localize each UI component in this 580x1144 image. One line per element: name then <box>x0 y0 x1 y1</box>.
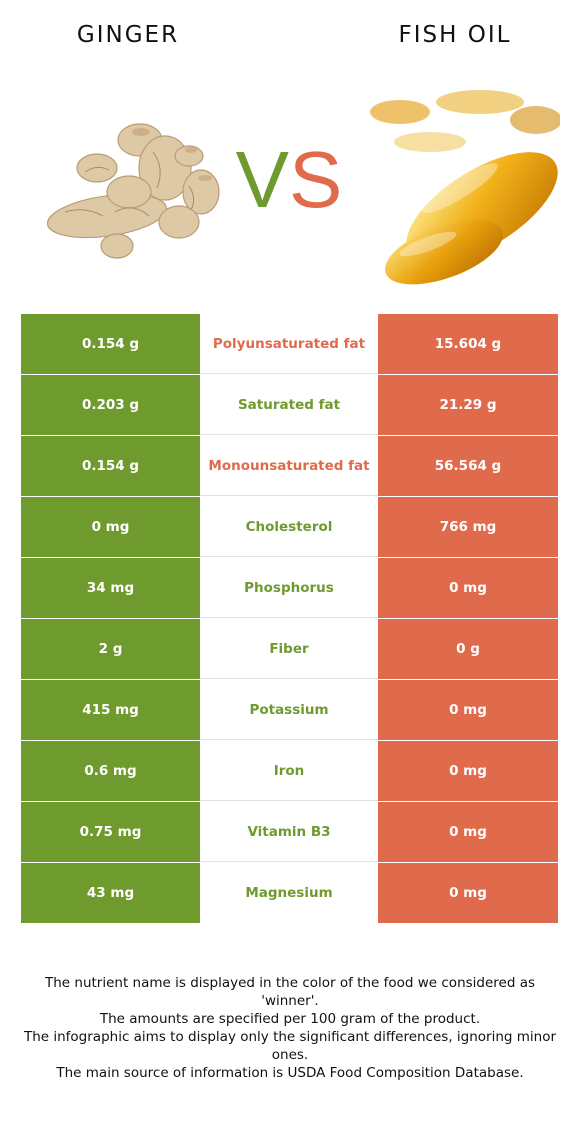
vs-badge: VS <box>228 130 350 230</box>
fish-oil-value: 56.564 g <box>378 436 558 496</box>
table-row: 0.154 g Polyunsaturated fat 15.604 g <box>21 314 558 375</box>
vs-letter-s: S <box>289 135 343 224</box>
footer-notes: The nutrient name is displayed in the co… <box>18 974 562 1082</box>
fish-oil-title: FISH OIL <box>398 22 512 48</box>
nutrient-name: Fiber <box>200 619 378 679</box>
fish-oil-value: 15.604 g <box>378 314 558 374</box>
nutrient-name: Iron <box>200 741 378 801</box>
ginger-value: 43 mg <box>21 863 200 923</box>
ginger-value: 0.203 g <box>21 375 200 435</box>
table-row: 0.75 mg Vitamin B3 0 mg <box>21 802 558 863</box>
ginger-value: 0 mg <box>21 497 200 557</box>
footer-winner-note: The nutrient name is displayed in the co… <box>44 975 536 1009</box>
nutrient-name: Polyunsaturated fat <box>200 314 378 374</box>
ginger-title: GINGER <box>76 22 180 48</box>
table-row: 0.203 g Saturated fat 21.29 g <box>21 375 558 436</box>
footer-units-note: The amounts are specified per 100 gram o… <box>99 1011 481 1027</box>
ginger-value: 0.154 g <box>21 436 200 496</box>
table-row: 34 mg Phosphorus 0 mg <box>21 558 558 619</box>
fish-oil-value: 766 mg <box>378 497 558 557</box>
nutrient-name: Vitamin B3 <box>200 802 378 862</box>
ginger-value: 0.75 mg <box>21 802 200 862</box>
nutrient-name: Monounsaturated fat <box>200 436 378 496</box>
fish-oil-image <box>370 90 560 285</box>
table-row: 2 g Fiber 0 g <box>21 619 558 680</box>
comparison-table: 0.154 g Polyunsaturated fat 15.604 g 0.203 … <box>21 314 558 923</box>
ginger-value: 0.154 g <box>21 314 200 374</box>
table-row: 43 mg Magnesium 0 mg <box>21 863 558 923</box>
ginger-image <box>46 123 220 259</box>
vs-letter-v: V <box>235 135 289 224</box>
nutrient-name: Phosphorus <box>200 558 378 618</box>
table-row: 0.154 g Monounsaturated fat 56.564 g <box>21 436 558 497</box>
fish-oil-value: 0 mg <box>378 558 558 618</box>
table-row: 0.6 mg Iron 0 mg <box>21 741 558 802</box>
fish-oil-value: 0 mg <box>378 680 558 740</box>
nutrient-name: Magnesium <box>200 863 378 923</box>
fish-oil-value: 0 mg <box>378 741 558 801</box>
footer-scope-note: The infographic aims to display only the… <box>23 1029 557 1063</box>
footer-source-note: The main source of information is USDA F… <box>56 1065 524 1081</box>
fish-oil-value: 0 mg <box>378 802 558 862</box>
ginger-value: 415 mg <box>21 680 200 740</box>
ginger-value: 0.6 mg <box>21 741 200 801</box>
fish-oil-value: 21.29 g <box>378 375 558 435</box>
fish-oil-value: 0 mg <box>378 863 558 923</box>
nutrient-name: Saturated fat <box>200 375 378 435</box>
table-row: 415 mg Potassium 0 mg <box>21 680 558 741</box>
nutrient-name: Potassium <box>200 680 378 740</box>
ginger-value: 34 mg <box>21 558 200 618</box>
nutrient-name: Cholesterol <box>200 497 378 557</box>
table-row: 0 mg Cholesterol 766 mg <box>21 497 558 558</box>
ginger-value: 2 g <box>21 619 200 679</box>
fish-oil-value: 0 g <box>378 619 558 679</box>
